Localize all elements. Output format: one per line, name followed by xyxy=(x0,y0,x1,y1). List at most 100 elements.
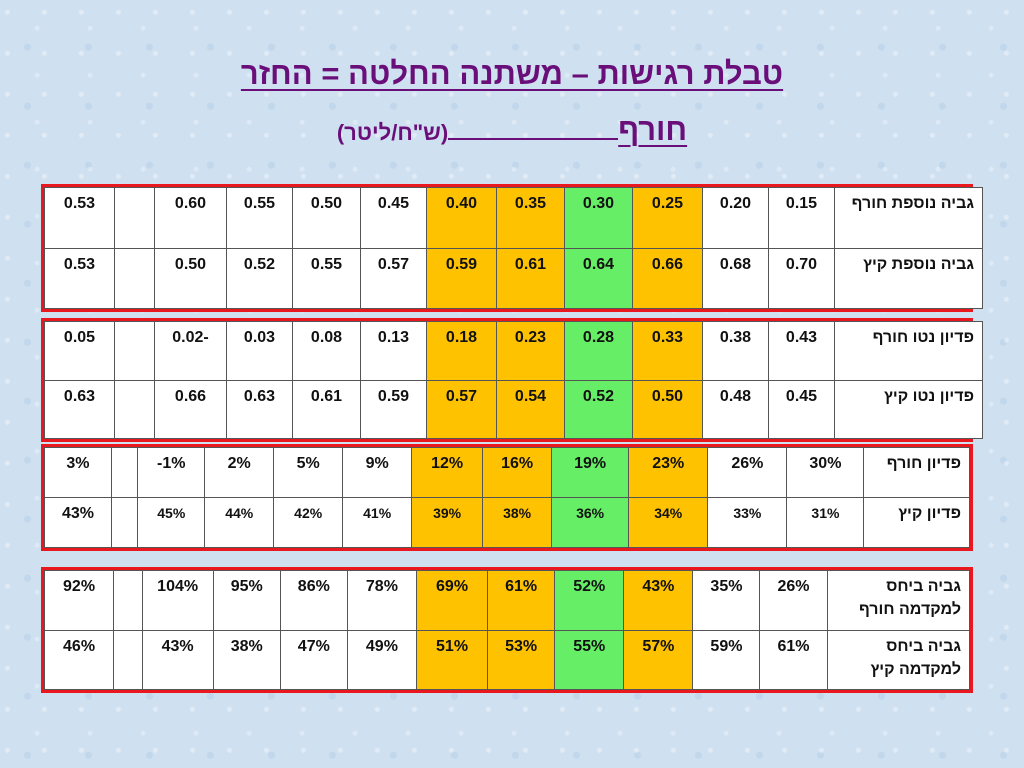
table-cell: 0.52 xyxy=(564,379,633,439)
table-cell: 0.52 xyxy=(226,247,293,309)
sensitivity-table-1: 0.53 0.60 0.55 0.50 0.45 0.40 0.35 0.30 … xyxy=(41,184,983,312)
table-cell: 0.45 xyxy=(360,187,427,249)
table-cell: 0.59 xyxy=(360,379,427,439)
slide-title-text: טבלת רגישות – משתנה החלטה = החזר xyxy=(240,56,784,91)
table-cell: 95% xyxy=(212,570,281,631)
table-cell: 26% xyxy=(707,447,788,498)
table-cell: 0.13 xyxy=(360,321,427,381)
table-cell: 45% xyxy=(137,497,206,548)
table-cell: 26% xyxy=(759,570,828,631)
table-cell: 0.63 xyxy=(226,379,293,439)
table-cell: 0.66 xyxy=(154,379,227,439)
table-cell: 0.54 xyxy=(496,379,565,439)
table-cell: 0.20 xyxy=(702,187,769,249)
table-cell: 0.15 xyxy=(768,187,835,249)
table-cell: 36% xyxy=(551,497,630,548)
table-cell: 38% xyxy=(482,497,553,548)
table-cell xyxy=(113,629,143,690)
table-cell: 53% xyxy=(487,629,556,690)
table-cell: 0.50 xyxy=(154,247,227,309)
table-cell: 3% xyxy=(44,447,112,498)
table-cell: 55% xyxy=(554,629,625,690)
table-cell: 0.28 xyxy=(564,321,633,381)
table-cell: 19% xyxy=(551,447,630,498)
table-cell: 0.35 xyxy=(496,187,565,249)
table-row: 0.63 0.66 0.63 0.61 0.59 0.57 0.54 0.52 … xyxy=(44,379,983,439)
table-cell xyxy=(113,570,143,631)
table-row: 0.53 0.60 0.55 0.50 0.45 0.40 0.35 0.30 … xyxy=(44,187,983,249)
table-cell xyxy=(114,187,155,249)
table-cell: 0.60 xyxy=(154,187,227,249)
sensitivity-table-4: 92% 104% 95% 86% 78% 69% 61% 52% 43% 35%… xyxy=(41,567,973,693)
table-cell: 0.57 xyxy=(426,379,497,439)
table-cell: 43% xyxy=(44,497,112,548)
row-label: פדיון חורף xyxy=(863,447,970,498)
table-cell: 0.43 xyxy=(768,321,835,381)
table-cell: 5% xyxy=(273,447,344,498)
row-label: גביה נוספת קיץ xyxy=(834,247,983,309)
table-cell: 0.18 xyxy=(426,321,497,381)
subtitle-blank-line xyxy=(448,112,619,140)
table-cell: 35% xyxy=(692,570,761,631)
table-cell: 2% xyxy=(204,447,275,498)
row-label: גביה נוספת חורף xyxy=(834,187,983,249)
row-label: גביה ביחס למקדמה חורף xyxy=(826,570,971,631)
table-cell: 104% xyxy=(141,570,214,631)
table-cell: 49% xyxy=(346,629,417,690)
sensitivity-table-2: 0.05 0.02- 0.03 0.08 0.13 0.18 0.23 0.28… xyxy=(41,318,983,442)
table-row: 46% 43% 38% 47% 49% 51% 53% 55% 57% 59% … xyxy=(43,629,971,690)
table-cell: 16% xyxy=(482,447,553,498)
table-cell: 38% xyxy=(212,629,281,690)
table-cell: 61% xyxy=(759,629,828,690)
table-cell: 0.66 xyxy=(632,247,703,309)
table-cell: 0.63 xyxy=(44,379,115,439)
table-cell: 0.03 xyxy=(226,321,293,381)
table-cell: 41% xyxy=(342,497,413,548)
subtitle-unit: (ש"ח/ליטר) xyxy=(336,120,449,145)
table-cell: 34% xyxy=(628,497,709,548)
table-cell: 0.53 xyxy=(44,187,115,249)
table-cell: 86% xyxy=(279,570,348,631)
row-label: גביה ביחס למקדמה קיץ xyxy=(826,629,971,690)
table-cell: 0.45 xyxy=(768,379,835,439)
table-cell: 0.55 xyxy=(226,187,293,249)
table-cell: 92% xyxy=(43,570,115,631)
row-label: פדיון נטו חורף xyxy=(834,321,983,381)
table-cell: 52% xyxy=(554,570,625,631)
table-cell: 0.50 xyxy=(632,379,703,439)
table-cell: 46% xyxy=(43,629,115,690)
table-row: 0.05 0.02- 0.03 0.08 0.13 0.18 0.23 0.28… xyxy=(44,321,983,381)
table-cell: 33% xyxy=(707,497,788,548)
table-row: 43% 45% 44% 42% 41% 39% 38% 36% 34% 33% … xyxy=(44,497,970,548)
table-cell: 69% xyxy=(415,570,489,631)
table-cell: 0.30 xyxy=(564,187,633,249)
table-cell: 0.08 xyxy=(292,321,361,381)
table-cell: 23% xyxy=(628,447,709,498)
table-cell: 43% xyxy=(141,629,214,690)
table-cell: 0.05 xyxy=(44,321,115,381)
table-cell xyxy=(114,379,155,439)
table-cell: 0.61 xyxy=(292,379,361,439)
table-cell: 9% xyxy=(342,447,413,498)
table-cell: 0.55 xyxy=(292,247,361,309)
table-cell: 42% xyxy=(273,497,344,548)
table-cell: 78% xyxy=(346,570,417,631)
table-cell: 0.48 xyxy=(702,379,769,439)
table-cell xyxy=(110,497,139,548)
slide-subtitle: חורף (ש"ח/ליטר) xyxy=(0,112,1024,148)
table-cell xyxy=(110,447,139,498)
table-cell: 0.59 xyxy=(426,247,497,309)
table-cell: 39% xyxy=(411,497,484,548)
subtitle-main: חורף xyxy=(618,112,688,147)
table-cell xyxy=(114,321,155,381)
table-cell: 0.64 xyxy=(564,247,633,309)
table-cell: 0.23 xyxy=(496,321,565,381)
table-cell: 0.38 xyxy=(702,321,769,381)
table-cell xyxy=(114,247,155,309)
table-cell: 0.68 xyxy=(702,247,769,309)
table-cell: 30% xyxy=(786,447,865,498)
table-cell: 44% xyxy=(204,497,275,548)
table-cell: 31% xyxy=(786,497,865,548)
table-cell: 47% xyxy=(279,629,348,690)
table-cell: 0.40 xyxy=(426,187,497,249)
